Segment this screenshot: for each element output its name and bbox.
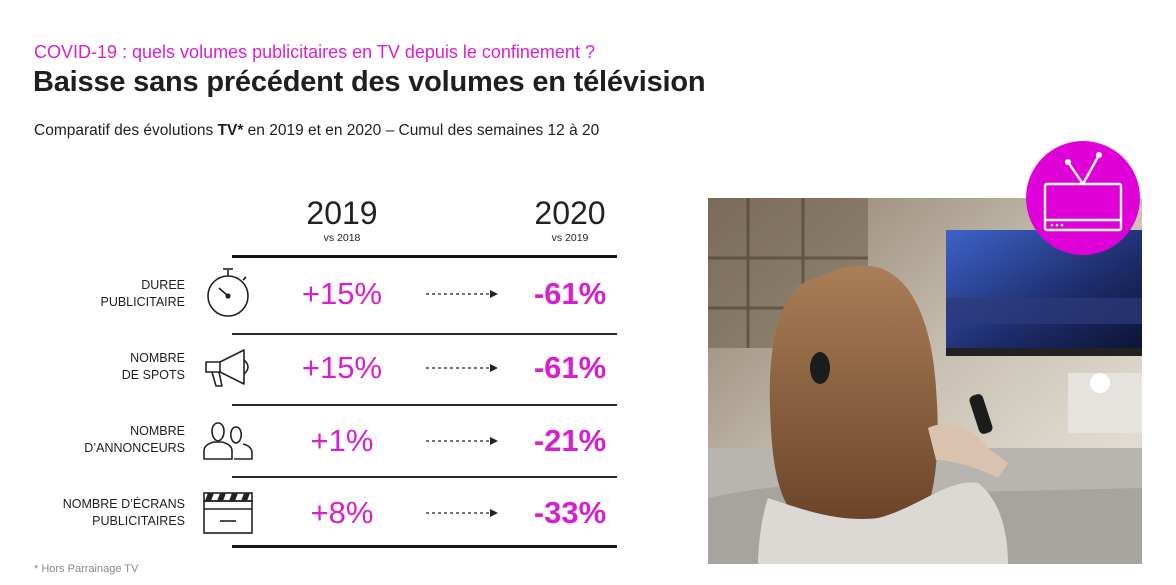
- subtitle-text-end: en 2019 et en 2020 – Cumul des semaines …: [243, 122, 600, 139]
- stopwatch-icon: [207, 268, 249, 317]
- dashed-arrow-icon: [426, 437, 498, 445]
- row-label: NOMBRE D’ÉCRANS PUBLICITAIRES: [63, 496, 185, 530]
- row-label-line: NOMBRE: [130, 351, 185, 365]
- subtitle-text-bold: TV*: [217, 122, 244, 139]
- users-icon: [203, 422, 253, 460]
- column-header-2020: 2020 vs 2019: [500, 196, 640, 244]
- page-title: Baisse sans précédent des volumes en tél…: [33, 66, 706, 98]
- row-label-line: PUBLICITAIRES: [92, 514, 185, 528]
- row-label: DUREE PUBLICITAIRE: [100, 277, 185, 311]
- row-divider: [232, 404, 617, 406]
- value-2020: -61%: [533, 276, 607, 311]
- value-2019: +8%: [310, 495, 374, 530]
- year-2019: 2019: [306, 195, 378, 231]
- subtitle-text-start: Comparatif des évolutions: [34, 122, 218, 139]
- year-2020: 2020: [534, 195, 606, 231]
- table-row: NOMBRE DE SPOTS +15% -61%: [0, 336, 640, 404]
- row-label: NOMBRE D’ANNONCEURS: [84, 423, 185, 457]
- footnote: * Hors Parrainage TV: [34, 563, 139, 575]
- value-2019: +1%: [310, 423, 374, 458]
- row-label-line: D’ANNONCEURS: [84, 441, 185, 455]
- woman-watching-tv-photo: [708, 198, 1142, 564]
- table-top-rule: [232, 255, 617, 258]
- tv-icon: [1043, 152, 1123, 232]
- table-row: DUREE PUBLICITAIRE +15% -61%: [0, 262, 640, 330]
- value-2020: -21%: [533, 423, 607, 458]
- tv-badge: [1026, 141, 1140, 255]
- value-2019: +15%: [301, 350, 383, 385]
- dashed-arrow-icon: [426, 290, 498, 298]
- row-label-line: NOMBRE D’ÉCRANS: [62, 497, 185, 511]
- year-2019-sub: vs 2018: [323, 232, 361, 244]
- row-label: NOMBRE DE SPOTS: [122, 350, 185, 384]
- clapperboard-icon: [203, 492, 253, 534]
- value-2019: +15%: [301, 276, 383, 311]
- table-row: NOMBRE D’ÉCRANS PUBLICITAIRES +8% -33%: [0, 481, 640, 549]
- row-divider: [232, 476, 617, 478]
- table-bottom-rule: [232, 545, 617, 548]
- row-label-line: PUBLICITAIRE: [100, 295, 185, 309]
- megaphone-icon: [205, 349, 249, 387]
- dashed-arrow-icon: [426, 364, 498, 372]
- row-label-line: DUREE: [141, 278, 185, 292]
- page-subtitle: Comparatif des évolutions TV* en 2019 et…: [34, 122, 599, 140]
- dashed-arrow-icon: [426, 509, 498, 517]
- value-2020: -61%: [533, 350, 607, 385]
- kicker-question: COVID-19 : quels volumes publicitaires e…: [34, 42, 595, 62]
- row-label-line: NOMBRE: [130, 424, 185, 438]
- row-divider: [232, 333, 617, 335]
- row-label-line: DE SPOTS: [121, 368, 185, 382]
- year-2020-sub: vs 2019: [551, 232, 589, 244]
- column-header-2019: 2019 vs 2018: [272, 196, 412, 244]
- table-row: NOMBRE D’ANNONCEURS +1% -21%: [0, 409, 640, 477]
- value-2020: -33%: [533, 495, 607, 530]
